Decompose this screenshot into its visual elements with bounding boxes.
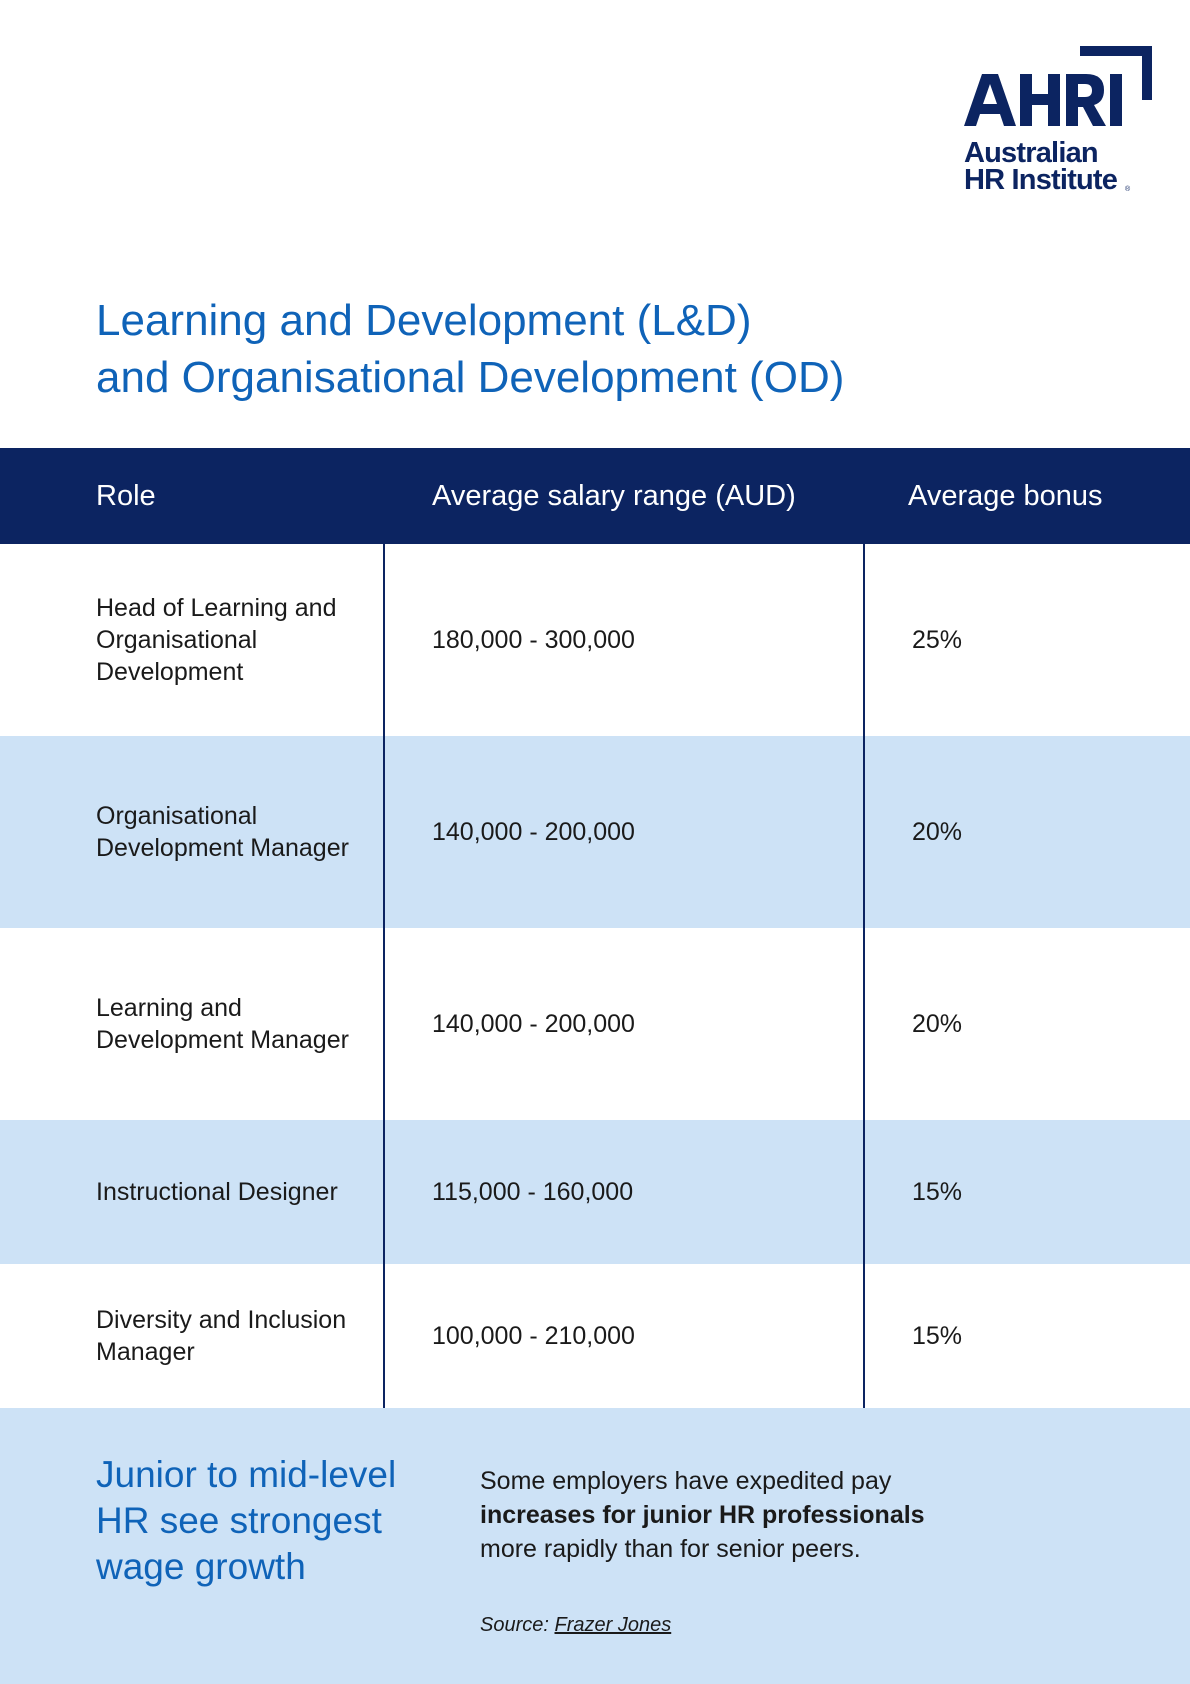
header-average-bonus: Average bonus: [908, 480, 1103, 512]
column-divider: [383, 448, 385, 1408]
salary-cell: 100,000 - 210,000: [432, 1322, 635, 1350]
callout-body: Some employers have expedited pay increa…: [480, 1464, 1000, 1566]
header-salary-range: Average salary range (AUD): [432, 480, 796, 512]
role-cell: Instructional Designer: [96, 1178, 338, 1206]
table-row: Diversity and Inclusion Manager 100,000 …: [0, 1264, 1190, 1408]
role-cell: Learning and Development Manager: [96, 994, 349, 1054]
page-title-line-1: Learning and Development (L&D): [96, 296, 752, 345]
footer-callout: Junior to mid-level HR see strongest wag…: [0, 1408, 1190, 1684]
salary-cell: 180,000 - 300,000: [432, 626, 635, 654]
role-cell: Organisational Development Manager: [96, 802, 349, 862]
bonus-cell: 15%: [912, 1322, 963, 1350]
page-title-line-2: and Organisational Development (OD): [96, 353, 845, 402]
salary-cell: 115,000 - 160,000: [432, 1178, 634, 1206]
logo-line-hr-institute: HR Institute: [964, 164, 1118, 196]
page-title: Learning and Development (L&D) and Organ…: [96, 292, 996, 406]
source-link[interactable]: Frazer Jones: [554, 1614, 672, 1636]
role-cell: Head of Learning and Organisational Deve…: [96, 594, 337, 686]
table-row: Learning and Development Manager 140,000…: [0, 928, 1190, 1120]
table-row: Organisational Development Manager 140,0…: [0, 736, 1190, 928]
source-label: Source:: [480, 1614, 549, 1636]
callout-text-bold: increases for junior HR professionals: [480, 1501, 925, 1529]
column-divider: [863, 448, 865, 1408]
salary-cell: 140,000 - 200,000: [432, 818, 635, 846]
ahri-logo: Australian HR Institute ®: [962, 46, 1154, 196]
salary-table: Role Average salary range (AUD) Average …: [0, 448, 1190, 1408]
callout-text-after: more rapidly than for senior peers.: [480, 1535, 861, 1563]
bonus-cell: 20%: [912, 1010, 963, 1038]
logo-line-australian: Australian: [964, 137, 1099, 169]
table-header: Role Average salary range (AUD) Average …: [0, 448, 1190, 544]
bonus-cell: 25%: [912, 626, 963, 654]
logo-registered-mark: ®: [1125, 186, 1131, 193]
bonus-cell: 20%: [912, 818, 963, 846]
source-note: Source: Frazer Jones: [480, 1614, 671, 1637]
ahri-logo-mark: [964, 46, 1152, 126]
table-row: Head of Learning and Organisational Deve…: [0, 544, 1190, 736]
role-cell: Diversity and Inclusion Manager: [96, 1306, 347, 1366]
salary-cell: 140,000 - 200,000: [432, 1010, 635, 1038]
bonus-cell: 15%: [912, 1178, 963, 1206]
header-role: Role: [96, 480, 156, 512]
table-row: Instructional Designer 115,000 - 160,000…: [0, 1120, 1190, 1264]
callout-headline: Junior to mid-level HR see strongest wag…: [96, 1454, 397, 1587]
callout-text-before: Some employers have expedited pay: [480, 1467, 892, 1495]
